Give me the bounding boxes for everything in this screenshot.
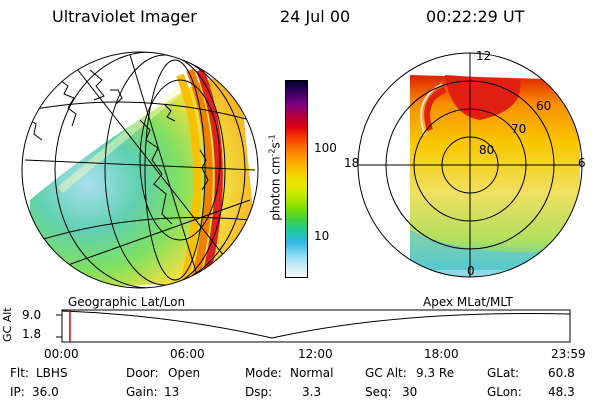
lat-label-60: 60 [536, 99, 552, 113]
colorbar-unit-label: photon cm-2s-1 [268, 88, 283, 268]
dsp-value: 3.3 [302, 385, 322, 399]
unit-mid: s [268, 142, 283, 149]
ip-label: IP: [10, 385, 25, 399]
gcalt-value: 9.3 Re [416, 366, 455, 380]
colorbar-tick-10: 10 [314, 229, 330, 243]
lat-label-80: 80 [479, 143, 495, 157]
door-value: Open [168, 366, 201, 380]
geographic-caption: Geographic Lat/Lon [68, 295, 186, 309]
seq-value: 30 [402, 385, 418, 399]
mlt-label-6: 6 [578, 156, 586, 170]
glat-value: 60.8 [548, 366, 575, 380]
mode-value: Normal [290, 366, 334, 380]
glat-label: GLat: [487, 366, 520, 380]
timeline-plot [56, 309, 571, 343]
unit-exp-2: -1 [267, 134, 277, 143]
flt-value: LBHS [36, 366, 68, 380]
lat-label-70: 70 [511, 122, 527, 136]
gain-value: 13 [164, 385, 180, 399]
glon-label: GLon: [487, 385, 522, 399]
dsp-label: Dsp: [245, 385, 273, 399]
timeline-xtick-2359: 23:59 [551, 347, 586, 361]
observation-date: 24 Jul 00 [280, 7, 351, 26]
color-scale-bar [285, 80, 308, 278]
mlt-label-12: 12 [476, 49, 492, 63]
seq-label: Seq: [365, 385, 392, 399]
gain-label: Gain: [126, 385, 158, 399]
observation-time: 00:22:29 UT [426, 7, 525, 26]
door-label: Door: [126, 366, 159, 380]
gcalt-label: GC Alt: [365, 366, 407, 380]
timeline-xtick-0000: 00:00 [44, 347, 79, 361]
timeline-ytick-low: 1.8 [22, 327, 42, 341]
timeline-xtick-0600: 06:00 [170, 347, 205, 361]
ip-value: 36.0 [32, 385, 59, 399]
timeline-ytick-high: 9.0 [22, 308, 42, 322]
instrument-title: Ultraviolet Imager [52, 7, 197, 26]
apex-caption: Apex MLat/MLT [423, 295, 513, 309]
timeline-xtick-1200: 12:00 [298, 347, 333, 361]
mlt-label-18: 18 [344, 156, 360, 170]
mlt-label-0: 0 [467, 264, 475, 278]
colorbar-tick-100: 100 [314, 141, 337, 155]
mode-label: Mode: [245, 366, 282, 380]
glon-value: 48.3 [548, 385, 575, 399]
unit-exp-1: -2 [267, 148, 277, 157]
flt-label: Flt: [10, 366, 29, 380]
unit-base: photon cm [268, 156, 283, 221]
timeline-xtick-1800: 18:00 [424, 347, 459, 361]
